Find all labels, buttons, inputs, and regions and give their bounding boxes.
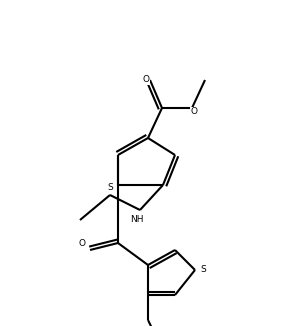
Text: NH: NH (130, 215, 144, 225)
Text: O: O (190, 108, 198, 116)
Text: O: O (78, 240, 86, 248)
Text: S: S (200, 265, 206, 274)
Text: S: S (107, 183, 113, 191)
Text: O: O (142, 76, 150, 84)
